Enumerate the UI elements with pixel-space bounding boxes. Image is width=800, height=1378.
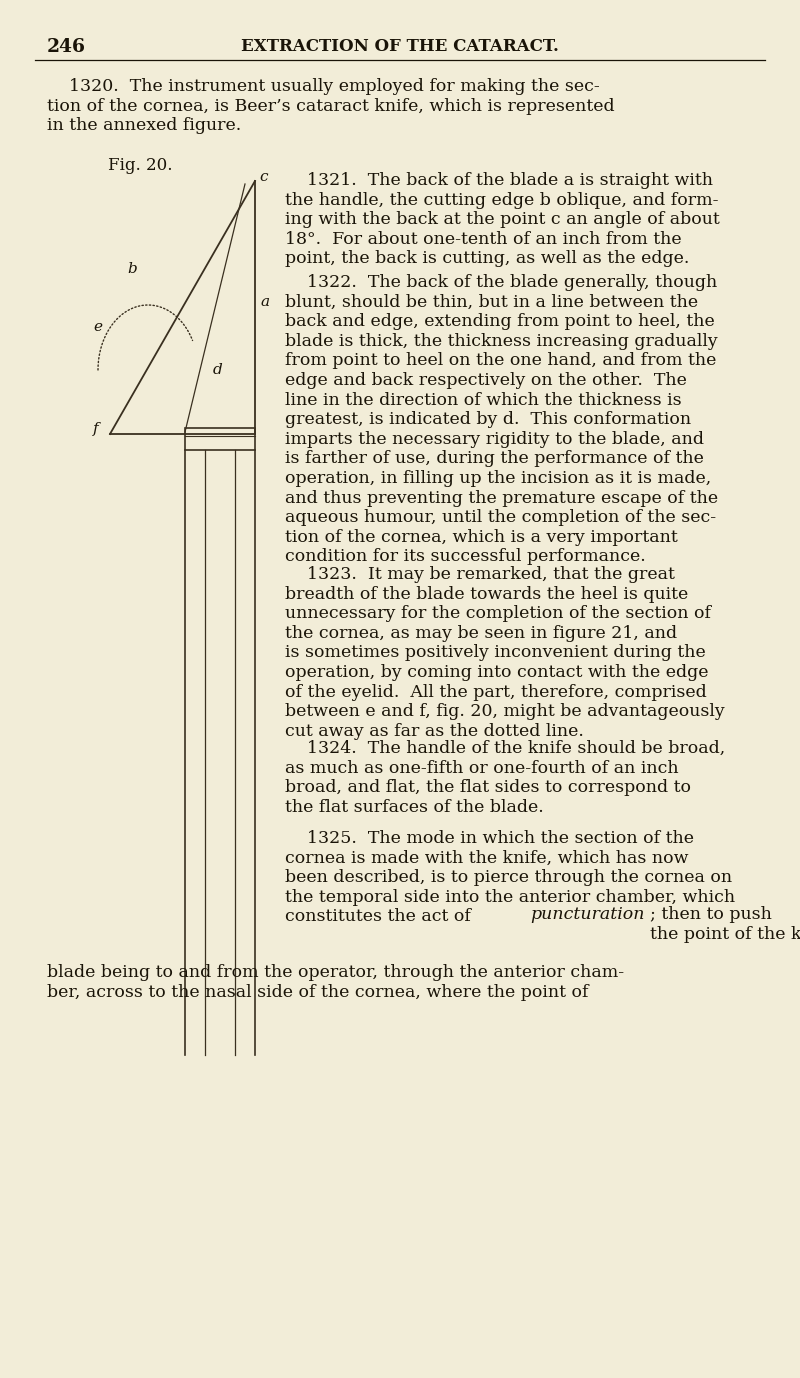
- Text: 1322.  The back of the blade generally, though
blunt, should be thin, but in a l: 1322. The back of the blade generally, t…: [285, 274, 718, 565]
- Text: ; then to push
the point of the knife, the flat surfaces of the: ; then to push the point of the knife, t…: [650, 905, 800, 943]
- Text: 1323.  It may be remarked, that the great
breadth of the blade towards the heel : 1323. It may be remarked, that the great…: [285, 566, 725, 740]
- Text: 1320.  The instrument usually employed for making the sec-
tion of the cornea, i: 1320. The instrument usually employed fo…: [47, 79, 614, 134]
- Text: 1321.  The back of the blade a is straight with
the handle, the cutting edge b o: 1321. The back of the blade a is straigh…: [285, 172, 720, 267]
- Text: 1325.  The mode in which the section of the
cornea is made with the knife, which: 1325. The mode in which the section of t…: [285, 830, 735, 926]
- Text: blade being to and from the operator, through the anterior cham-
ber, across to : blade being to and from the operator, th…: [47, 965, 624, 1000]
- Text: 1324.  The handle of the knife should be broad,
as much as one-fifth or one-four: 1324. The handle of the knife should be …: [285, 740, 726, 816]
- Text: a: a: [260, 295, 269, 309]
- Text: d: d: [213, 362, 222, 378]
- Text: c: c: [259, 169, 267, 185]
- Text: Fig. 20.: Fig. 20.: [108, 157, 173, 174]
- Bar: [185, 429, 255, 451]
- Text: e: e: [93, 320, 102, 333]
- Text: f: f: [93, 422, 98, 435]
- Text: b: b: [127, 262, 137, 276]
- Text: 246: 246: [47, 39, 86, 56]
- Text: EXTRACTION OF THE CATARACT.: EXTRACTION OF THE CATARACT.: [241, 39, 559, 55]
- Text: puncturation: puncturation: [530, 905, 645, 923]
